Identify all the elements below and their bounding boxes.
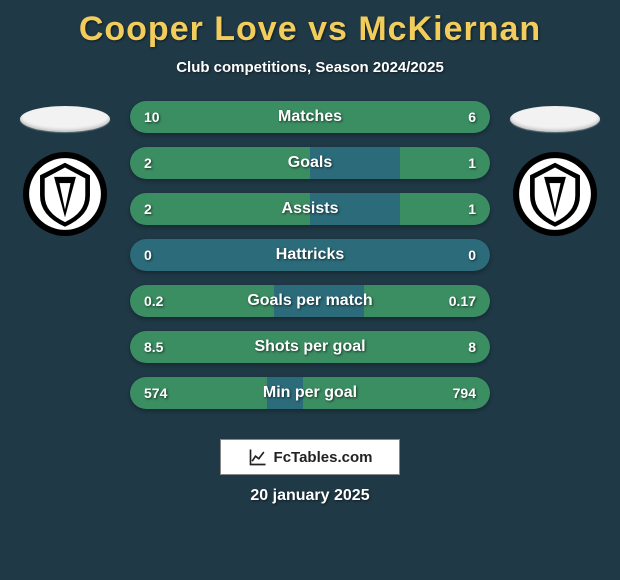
stat-value-right: 1: [468, 155, 476, 171]
stat-label: Matches: [278, 108, 342, 126]
stat-label: Goals: [288, 154, 332, 172]
club-shield-icon: [26, 155, 104, 233]
stat-value-right: 794: [453, 385, 476, 401]
stat-value-left: 2: [144, 155, 152, 171]
stat-bar: 0.2 0.17 Goals per match: [130, 285, 490, 317]
stat-value-right: 1: [468, 201, 476, 217]
branding-box: FcTables.com: [220, 439, 400, 475]
stat-value-right: 6: [468, 109, 476, 125]
player-left-column: [15, 101, 115, 236]
club-badge-right: [513, 152, 597, 236]
stat-fill-right: [400, 147, 490, 179]
subtitle: Club competitions, Season 2024/2025: [0, 59, 620, 76]
page-title: Cooper Love vs McKiernan: [0, 10, 620, 49]
stats-column: 10 6 Matches 2 1 Goals 2 1 Assists 0 0 Hattricks 0.2…: [130, 101, 490, 409]
stat-bar: 2 1 Goals: [130, 147, 490, 179]
stat-label: Assists: [282, 200, 339, 218]
stat-bar: 2 1 Assists: [130, 193, 490, 225]
stat-value-left: 8.5: [144, 339, 163, 355]
club-shield-icon: [516, 155, 594, 233]
player-right-column: [505, 101, 605, 236]
stat-label: Min per goal: [263, 384, 357, 402]
stat-bar: 10 6 Matches: [130, 101, 490, 133]
branding-text: FcTables.com: [274, 449, 373, 466]
comparison-infographic: Cooper Love vs McKiernan Club competitio…: [0, 0, 620, 580]
main-row: 10 6 Matches 2 1 Goals 2 1 Assists 0 0 Hattricks 0.2…: [0, 101, 620, 409]
stat-value-left: 0.2: [144, 293, 163, 309]
club-badge-left: [23, 152, 107, 236]
stat-bar: 0 0 Hattricks: [130, 239, 490, 271]
stat-bar: 574 794 Min per goal: [130, 377, 490, 409]
stat-value-left: 574: [144, 385, 167, 401]
stat-value-left: 2: [144, 201, 152, 217]
country-flag-left: [20, 106, 110, 132]
chart-icon: [248, 447, 268, 467]
stat-label: Hattricks: [276, 246, 344, 264]
stat-value-right: 0.17: [449, 293, 476, 309]
stat-value-left: 10: [144, 109, 160, 125]
stat-fill-left: [130, 147, 310, 179]
stat-value-right: 0: [468, 247, 476, 263]
date-text: 20 january 2025: [0, 487, 620, 505]
stat-value-left: 0: [144, 247, 152, 263]
stat-fill-right: [400, 193, 490, 225]
stat-bar: 8.5 8 Shots per goal: [130, 331, 490, 363]
country-flag-right: [510, 106, 600, 132]
stat-value-right: 8: [468, 339, 476, 355]
stat-label: Goals per match: [247, 292, 372, 310]
stat-label: Shots per goal: [254, 338, 365, 356]
